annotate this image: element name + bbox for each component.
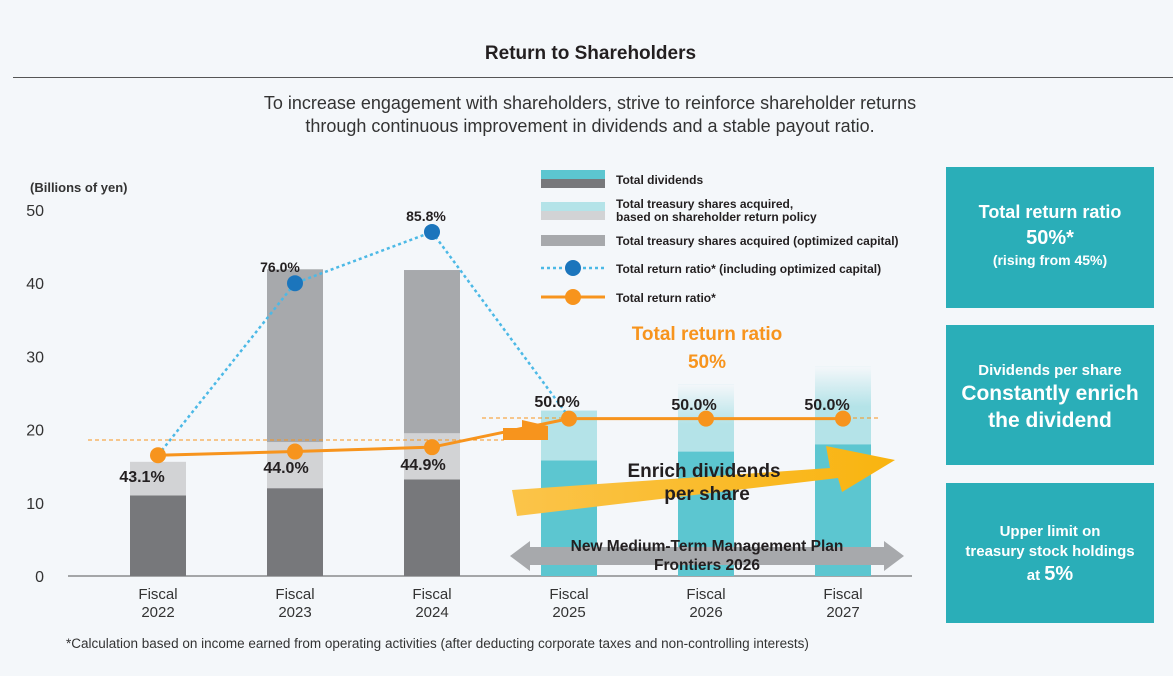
x-tick-label-line-1: Fiscal bbox=[686, 586, 725, 603]
page-subtitle: To increase engagement with shareholders… bbox=[200, 92, 980, 138]
bar-segment bbox=[404, 479, 460, 576]
box3-line-3-value: 5% bbox=[1044, 563, 1074, 585]
ratio-incl-data-label: 85.8% bbox=[406, 208, 446, 224]
ratio-data-label: 44.9% bbox=[400, 457, 445, 474]
enrich-dividends-arrow bbox=[512, 446, 895, 516]
box3-line-3: at 5% bbox=[946, 563, 1154, 586]
legend-label-policy-line-2: based on shareholder return policy bbox=[616, 210, 817, 224]
legend-swatch-policy-bottom bbox=[541, 211, 605, 220]
x-tick-label-line-1: Fiscal bbox=[138, 586, 177, 603]
ratio-data-label: 43.1% bbox=[119, 469, 164, 486]
legend-swatch-dividends-bottom bbox=[541, 179, 605, 188]
ratio-line bbox=[157, 417, 843, 457]
bar-segment bbox=[404, 270, 460, 434]
ratio-data-label: 50.0% bbox=[804, 397, 849, 414]
enrich-label-line-2: per share bbox=[664, 484, 750, 505]
ratio-data-label: 44.0% bbox=[263, 460, 308, 477]
ratio-marker bbox=[424, 439, 440, 456]
y-tick-label: 30 bbox=[26, 349, 44, 366]
ratio-incl-line bbox=[157, 230, 571, 456]
ratio-target-label-line-1: Total return ratio bbox=[632, 324, 783, 345]
dividends-per-share-box: Dividends per share Constantly enrich th… bbox=[946, 325, 1154, 465]
ratio-marker bbox=[698, 410, 714, 427]
box1-line-1: Total return ratio bbox=[978, 202, 1122, 222]
legend: Total dividends Total treasury shares ac… bbox=[541, 170, 899, 305]
treasury-stock-limit-box: Upper limit on treasury stock holdings a… bbox=[946, 483, 1154, 623]
y-tick-label: 50 bbox=[26, 203, 44, 220]
box1-line-2: 50%* bbox=[1026, 227, 1074, 249]
legend-swatch-dividends-top bbox=[541, 170, 605, 179]
ratio-data-label: 50.0% bbox=[671, 397, 716, 414]
y-tick-label: 20 bbox=[26, 423, 44, 440]
bar-segment bbox=[267, 269, 323, 443]
x-tick-label-line-1: Fiscal bbox=[823, 586, 862, 603]
footnote: *Calculation based on income earned from… bbox=[66, 636, 809, 651]
y-axis-label: (Billions of yen) bbox=[30, 180, 128, 195]
ratio-incl-marker bbox=[424, 223, 440, 240]
legend-label-dividends: Total dividends bbox=[616, 173, 703, 187]
bar-segment bbox=[130, 495, 186, 576]
ratio-target-label-line-2: 50% bbox=[688, 352, 726, 373]
x-tick-label-line-2: 2025 bbox=[552, 604, 585, 621]
ratio-incl-data-label: 76.0% bbox=[260, 259, 300, 275]
ratio-marker bbox=[287, 443, 303, 460]
box3-line-1: Upper limit on bbox=[999, 523, 1101, 540]
plan-double-arrow bbox=[510, 541, 904, 571]
y-tick-label: 0 bbox=[35, 569, 44, 586]
ratio-marker bbox=[150, 447, 166, 464]
x-tick-label-line-2: 2027 bbox=[826, 604, 859, 621]
legend-label-ratio: Total return ratio* bbox=[616, 291, 716, 305]
plan-label-line-1: New Medium-Term Management Plan bbox=[571, 538, 844, 555]
y-tick-label: 10 bbox=[26, 496, 44, 513]
plan-label-line-2: Frontiers 2026 bbox=[654, 557, 760, 574]
box3-line-2: treasury stock holdings bbox=[965, 543, 1135, 560]
x-tick-label-line-1: Fiscal bbox=[412, 586, 451, 603]
subtitle-line-2: through continuous improvement in divide… bbox=[305, 116, 875, 136]
title-divider bbox=[13, 77, 1173, 78]
y-tick-label: 40 bbox=[26, 276, 44, 293]
x-tick-label-line-2: 2022 bbox=[141, 604, 174, 621]
x-tick-label-line-1: Fiscal bbox=[549, 586, 588, 603]
bar-segment bbox=[267, 488, 323, 576]
legend-label-policy-line-1: Total treasury shares acquired, bbox=[616, 197, 793, 211]
x-tick-label-line-1: Fiscal bbox=[275, 586, 314, 603]
bar-segment bbox=[130, 461, 186, 496]
bar-fade bbox=[815, 366, 871, 407]
box2-line-3: the dividend bbox=[988, 409, 1112, 432]
subtitle-line-1: To increase engagement with shareholders… bbox=[263, 93, 917, 113]
box2-line-2: Constantly enrich bbox=[961, 382, 1139, 405]
x-tick-label-line-2: 2024 bbox=[415, 604, 448, 621]
legend-swatch-ratio-marker bbox=[565, 289, 581, 305]
ratio-incl-marker bbox=[287, 275, 303, 292]
legend-label-ratio-incl: Total return ratio* (including optimized… bbox=[616, 262, 881, 276]
x-tick-label-line-2: 2023 bbox=[278, 604, 311, 621]
total-return-ratio-box: Total return ratio 50%* (rising from 45%… bbox=[946, 167, 1154, 308]
enrich-label-line-1: Enrich dividends bbox=[627, 461, 780, 482]
legend-swatch-optimized bbox=[541, 235, 605, 246]
legend-swatch-policy-top bbox=[541, 202, 605, 211]
box2-line-1: Dividends per share bbox=[978, 362, 1122, 379]
ratio-marker bbox=[561, 410, 577, 427]
ratio-data-label: 50.0% bbox=[534, 394, 579, 411]
legend-label-optimized: Total treasury shares acquired (optimize… bbox=[616, 234, 899, 248]
page-title: Return to Shareholders bbox=[484, 43, 697, 64]
box3-line-3-prefix: at bbox=[1026, 567, 1045, 584]
ratio-marker bbox=[835, 410, 851, 427]
x-tick-label-line-2: 2026 bbox=[689, 604, 722, 621]
box1-line-3: (rising from 45%) bbox=[992, 252, 1108, 268]
legend-swatch-ratio-incl-marker bbox=[565, 260, 581, 276]
